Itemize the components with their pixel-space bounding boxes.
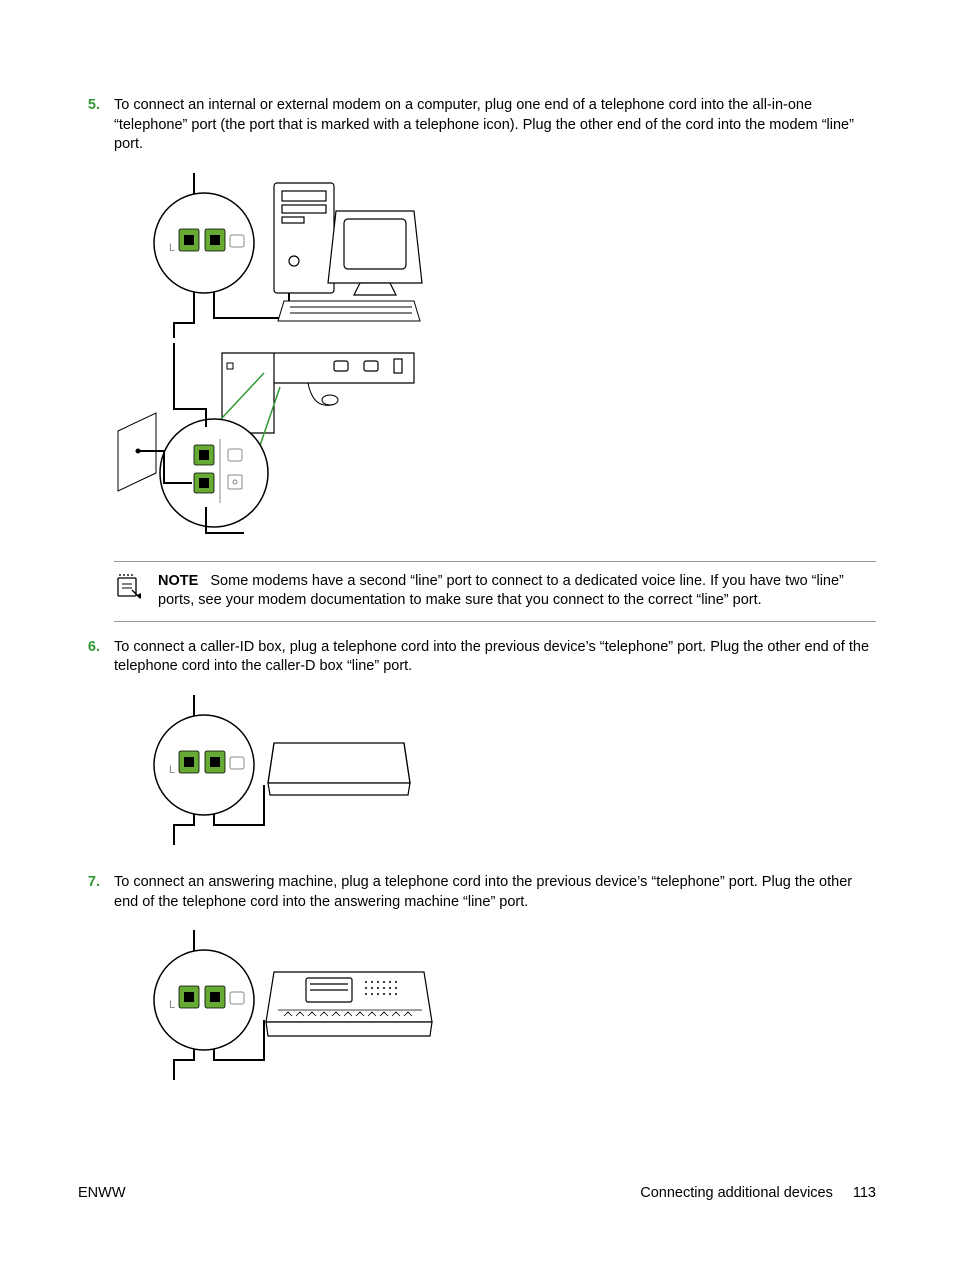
svg-text:L: L: [169, 999, 175, 1011]
step-number: 5.: [78, 96, 114, 155]
footer-section: Connecting additional devices: [640, 1184, 833, 1204]
step-5: 5. To connect an internal or external mo…: [78, 96, 876, 155]
step-6: 6. To connect a caller-ID box, plug a te…: [78, 638, 876, 677]
figure-caller-id: L: [114, 695, 876, 855]
step-text: To connect an answering machine, plug a …: [114, 873, 876, 912]
page-footer: ENWW Connecting additional devices 113: [78, 1184, 876, 1204]
step-number: 7.: [78, 873, 114, 912]
svg-text:L: L: [169, 242, 175, 254]
figure-computer-modem: L: [114, 173, 876, 543]
note-label: NOTE: [158, 573, 198, 589]
note-text: NOTE Some modems have a second “line” po…: [158, 572, 876, 611]
note-icon: [114, 572, 158, 611]
svg-text:L: L: [169, 764, 175, 776]
note-block: NOTE Some modems have a second “line” po…: [114, 561, 876, 622]
footer-left: ENWW: [78, 1184, 126, 1204]
note-content: Some modems have a second “line” port to…: [158, 573, 844, 609]
figure-answering-machine: L: [114, 930, 876, 1090]
step-number: 6.: [78, 638, 114, 677]
step-text: To connect an internal or external modem…: [114, 96, 876, 155]
step-text: To connect a caller-ID box, plug a telep…: [114, 638, 876, 677]
step-7: 7. To connect an answering machine, plug…: [78, 873, 876, 912]
footer-page: 113: [853, 1184, 876, 1204]
